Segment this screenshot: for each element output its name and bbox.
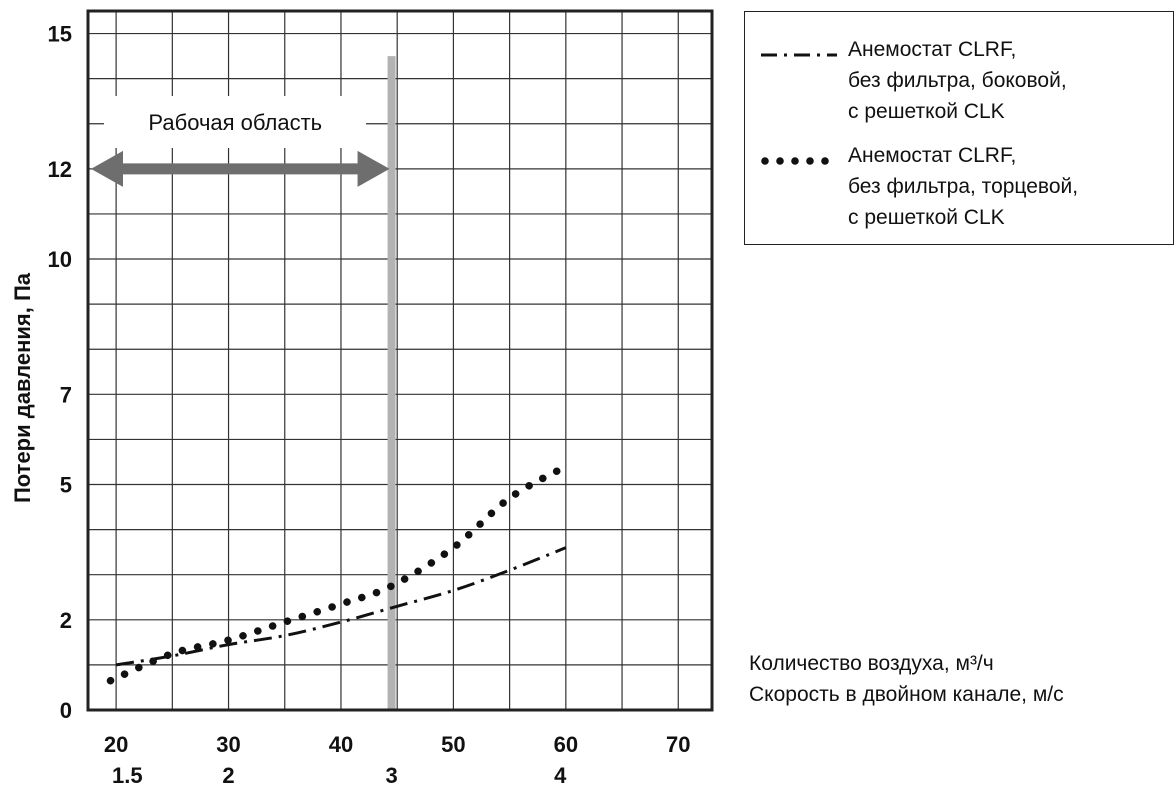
- x-secondary-tick-label: 2: [222, 763, 234, 788]
- series-line-side-dash-dot: [115, 546, 567, 667]
- y-tick-label: 12: [48, 157, 72, 182]
- y-tick-label: 0: [60, 698, 72, 723]
- legend-line: Анемостат CLRF,: [848, 38, 1017, 61]
- y-tick-label: 10: [48, 247, 72, 272]
- y-tick-label: 5: [60, 473, 72, 498]
- working-area-arrow-right-head: [357, 150, 390, 187]
- y-tick-labels: 0 2 5 7 10 12 15: [48, 22, 72, 723]
- y-tick-label: 7: [60, 382, 72, 407]
- y-tick-label: 2: [60, 608, 72, 633]
- x-axis-label-velocity: Скорость в двойном канале, м/с: [749, 683, 1064, 706]
- x-axis-labels: Количество воздуха, м³/ч Скорость в двой…: [749, 648, 1064, 710]
- x-axis-label-airflow: Количество воздуха, м³/ч: [749, 652, 994, 675]
- legend-line: с решеткой CLK: [848, 206, 1005, 229]
- legend: Анемостат CLRF, без фильтра, боковой, с …: [744, 11, 1174, 245]
- x-secondary-tick-labels: 1.5 2 3 4: [112, 763, 567, 788]
- legend-swatch-dotted: [761, 157, 839, 165]
- grid: [88, 11, 712, 710]
- x-secondary-tick-label: 1.5: [112, 763, 143, 788]
- legend-line: без фильтра, боковой,: [848, 69, 1067, 92]
- working-area-label-bg: [104, 96, 366, 148]
- x-tick-labels: 20 30 40 50 60 70: [104, 732, 691, 757]
- series-layer: [106, 462, 570, 685]
- x-tick-label: 60: [554, 732, 578, 757]
- plot-border: [86, 9, 714, 712]
- x-tick-label: 40: [329, 732, 353, 757]
- working-area-label: Рабочая область: [148, 110, 322, 135]
- x-secondary-tick-label: 4: [554, 763, 567, 788]
- legend-swatch-dash-dot: [761, 53, 837, 57]
- legend-label: Анемостат CLRF, без фильтра, боковой, с …: [848, 34, 1067, 127]
- x-tick-label: 70: [666, 732, 690, 757]
- y-axis-label: Потери давления, Па: [10, 272, 35, 503]
- x-tick-label: 20: [104, 732, 128, 757]
- x-tick-label: 30: [216, 732, 240, 757]
- working-area-arrow: Рабочая область: [91, 96, 390, 187]
- working-area-arrow-left-head: [91, 150, 123, 187]
- legend-label: Анемостат CLRF, без фильтра, торцевой, с…: [848, 140, 1078, 233]
- y-tick-label: 15: [48, 22, 72, 47]
- legend-line: с решеткой CLK: [848, 100, 1005, 123]
- x-tick-label: 50: [441, 732, 465, 757]
- legend-line: без фильтра, торцевой,: [848, 175, 1079, 198]
- plot-frame: [86, 9, 714, 712]
- legend-line: Анемостат CLRF,: [848, 144, 1017, 167]
- x-secondary-tick-label: 3: [385, 763, 397, 788]
